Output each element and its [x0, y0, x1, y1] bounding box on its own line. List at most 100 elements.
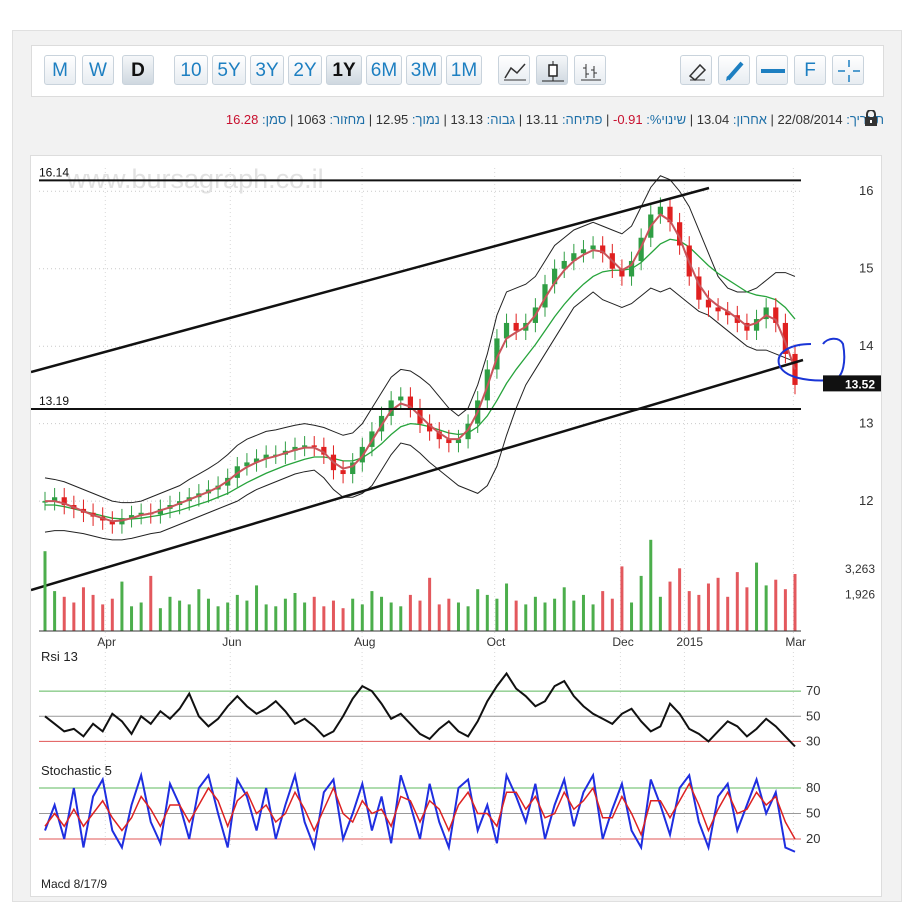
- volume-tick-label: 3,263: [845, 562, 875, 576]
- volume-bar: [610, 598, 614, 631]
- volume-bar: [264, 604, 268, 631]
- candle-body: [407, 396, 413, 409]
- quote-info-bar: תאריך: 22/08/2014 | אחרון: 13.04 | שינוי…: [226, 112, 884, 127]
- volume-bar: [495, 598, 499, 631]
- volume-bar: [418, 600, 422, 631]
- volume-bar: [793, 574, 797, 631]
- candle-body: [773, 307, 779, 323]
- period-week-button[interactable]: W: [82, 55, 114, 85]
- candle-body: [138, 512, 144, 516]
- candle-body: [590, 245, 596, 250]
- lower-channel-line: [30, 358, 804, 592]
- candle-body: [677, 222, 683, 246]
- volume-bar: [466, 606, 470, 631]
- candle-body: [715, 307, 721, 312]
- volume-bar: [591, 604, 595, 631]
- volume-bar: [245, 600, 249, 631]
- candle-body: [494, 338, 500, 370]
- range-10y-button[interactable]: 10: [174, 55, 208, 85]
- range-3y-button[interactable]: 3Y: [250, 55, 284, 85]
- period-month-button[interactable]: M: [44, 55, 76, 85]
- volume-bar: [408, 594, 412, 631]
- range-3m-button[interactable]: 3M: [406, 55, 442, 85]
- range-2y-button[interactable]: 2Y: [288, 55, 322, 85]
- volume-bar: [389, 602, 393, 631]
- volume-bar: [543, 602, 547, 631]
- range-5y-button[interactable]: 5Y: [212, 55, 246, 85]
- time-tick-label: Apr: [97, 635, 116, 649]
- volume-bar: [235, 594, 239, 631]
- candle-body: [302, 445, 308, 447]
- volume-bar: [572, 600, 576, 631]
- level-label: 13.19: [39, 394, 69, 408]
- volume-bar: [293, 593, 297, 631]
- candle-body: [244, 462, 250, 467]
- candle-body: [427, 423, 433, 432]
- volume-bar: [130, 606, 134, 631]
- price-tick-label: 13: [859, 416, 873, 431]
- candle-body: [696, 276, 702, 300]
- range-6m-button[interactable]: 6M: [366, 55, 402, 85]
- candle-body: [350, 462, 356, 475]
- candle-body: [436, 431, 442, 440]
- volume-bar: [158, 608, 162, 631]
- volume-bar: [101, 604, 105, 631]
- volume-bar: [783, 589, 787, 631]
- current-price-label: 13.52: [845, 377, 875, 391]
- volume-bar: [187, 604, 191, 631]
- high-label: גבוה:: [486, 112, 516, 127]
- eraser-icon[interactable]: [680, 55, 712, 85]
- fast-moving-average-line: [45, 213, 796, 523]
- volume-bar: [630, 602, 634, 631]
- volume-bar: [399, 606, 403, 631]
- lock-icon[interactable]: [864, 109, 878, 126]
- period-day-button[interactable]: D: [122, 55, 154, 85]
- volume-label: מחזור:: [329, 112, 366, 127]
- volume-bar: [735, 572, 739, 631]
- symbol-value: 16.28: [225, 112, 259, 127]
- volume-bar: [553, 598, 557, 631]
- candlestick-icon[interactable]: [536, 55, 568, 85]
- candle-body: [725, 311, 731, 316]
- volume-bar: [303, 602, 307, 631]
- stochastic-d-line: [44, 782, 796, 840]
- volume-bar: [53, 591, 57, 631]
- horizontal-line-icon[interactable]: [756, 55, 788, 85]
- candle-body: [638, 237, 644, 261]
- fibonacci-button[interactable]: F: [794, 55, 826, 85]
- volume-bar: [139, 602, 143, 631]
- time-tick-label: Jun: [222, 635, 241, 649]
- last-label: אחרון:: [732, 112, 767, 127]
- volume-bar: [601, 591, 605, 631]
- candle-body: [128, 515, 135, 519]
- ohlc-bar-icon[interactable]: [574, 55, 606, 85]
- candle-body: [600, 245, 606, 254]
- watermark: www.bursagraph.co.il: [66, 164, 324, 194]
- low-label: נמוך:: [411, 112, 440, 127]
- candle-body: [157, 508, 163, 515]
- volume-bar: [726, 596, 730, 631]
- crosshair-icon[interactable]: [832, 55, 864, 85]
- pencil-icon[interactable]: [718, 55, 750, 85]
- slow-moving-average-line: [45, 238, 796, 520]
- volume-bar: [274, 606, 278, 631]
- upper-channel-line: [30, 186, 710, 374]
- low-value: 12.95: [375, 112, 409, 127]
- range-1m-button[interactable]: 1M: [446, 55, 482, 85]
- candle-body: [465, 423, 471, 440]
- hand-drawn-circle: [777, 337, 846, 382]
- price-tick-label: 14: [859, 338, 873, 353]
- volume-bar: [716, 577, 720, 631]
- candle-body: [571, 253, 577, 261]
- line-chart-icon[interactable]: [498, 55, 530, 85]
- volume-bar: [524, 604, 528, 631]
- range-1y-button[interactable]: 1Y: [326, 55, 362, 85]
- candle-body: [311, 445, 317, 447]
- volume-bar: [428, 577, 432, 631]
- volume-tick-label: 1,926: [845, 587, 875, 601]
- current-price-tag: [823, 375, 881, 392]
- volume-bar: [380, 596, 384, 631]
- candle-body: [619, 268, 625, 277]
- volume-bar: [456, 602, 460, 631]
- volume-bar: [322, 606, 326, 631]
